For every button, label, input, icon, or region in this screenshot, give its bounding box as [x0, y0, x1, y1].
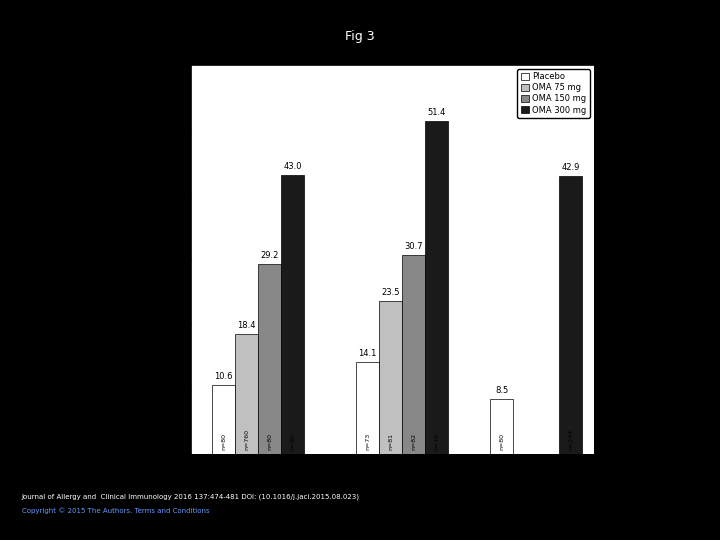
Text: 42.9: 42.9	[562, 163, 580, 172]
Bar	[425, 120, 448, 454]
Text: 10.6: 10.6	[214, 372, 233, 381]
Text: Copyright © 2015 The Authors. Terms and Conditions: Copyright © 2015 The Authors. Terms and …	[22, 508, 210, 514]
Text: Journal of Allergy and  Clinical Immunology 2016 137:474-481 DOI: (10.1016/j.jac: Journal of Allergy and Clinical Immunolo…	[22, 493, 359, 500]
Text: n=760: n=760	[244, 429, 249, 450]
Bar	[379, 301, 402, 454]
Text: n=81: n=81	[388, 434, 393, 450]
Text: 18.4: 18.4	[237, 321, 256, 330]
Bar	[356, 362, 379, 454]
Text: n=80: n=80	[500, 434, 504, 450]
Bar	[235, 334, 258, 454]
Text: 29.2: 29.2	[261, 252, 279, 260]
Text: n=73: n=73	[365, 433, 370, 450]
Text: 8.5: 8.5	[495, 386, 508, 395]
Bar	[402, 255, 425, 454]
Bar	[281, 175, 304, 454]
Bar	[490, 399, 513, 454]
Text: n=79: n=79	[434, 433, 439, 450]
Y-axis label: Proportion of weeks that patients
achieved response: Proportion of weeks that patients achiev…	[145, 189, 166, 329]
Text: 43.0: 43.0	[283, 162, 302, 171]
Text: n=82: n=82	[411, 433, 416, 450]
Bar	[258, 265, 281, 454]
Text: 30.7: 30.7	[404, 242, 423, 251]
Text: n=244: n=244	[569, 429, 573, 450]
Text: n=80: n=80	[267, 434, 272, 450]
Legend: Placebo, OMA 75 mg, OMA 150 mg, OMA 300 mg: Placebo, OMA 75 mg, OMA 150 mg, OMA 300 …	[517, 69, 590, 118]
Text: n=80: n=80	[290, 434, 295, 450]
Text: n=80: n=80	[221, 434, 226, 450]
Text: 51.4: 51.4	[428, 107, 446, 117]
Bar	[559, 176, 582, 454]
Text: Fig 3: Fig 3	[345, 30, 375, 43]
Text: 14.1: 14.1	[359, 349, 377, 359]
Text: 23.5: 23.5	[381, 288, 400, 298]
Bar	[212, 385, 235, 454]
